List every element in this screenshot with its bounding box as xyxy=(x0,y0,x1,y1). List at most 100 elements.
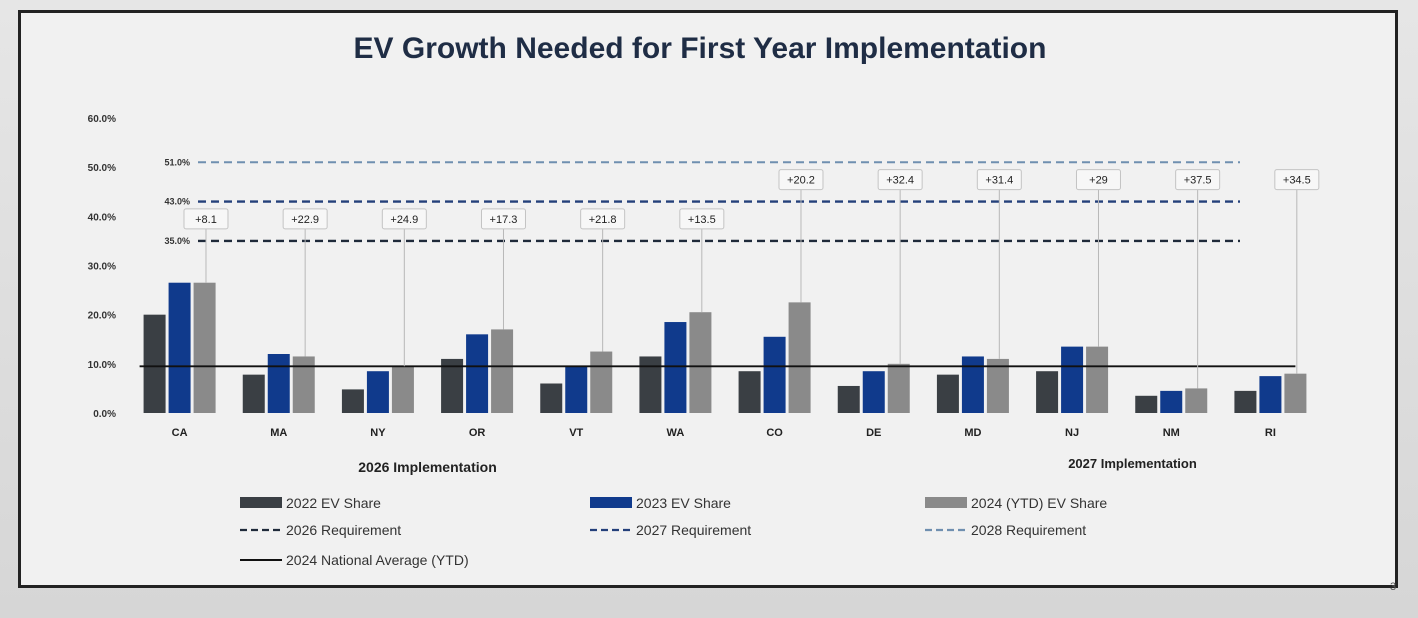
x-tick-label: CO xyxy=(766,427,783,439)
growth-needed-label: +17.3 xyxy=(490,214,518,226)
growth-needed-label: +8.1 xyxy=(195,214,217,226)
callout-box xyxy=(976,169,1022,191)
callout-box xyxy=(877,169,923,191)
x-tick-label: MD xyxy=(964,427,981,439)
y-tick-label: 0.0% xyxy=(93,409,116,420)
bar xyxy=(540,383,563,413)
bar xyxy=(242,374,265,413)
bar xyxy=(1259,376,1282,413)
bar xyxy=(1086,346,1109,413)
legend-label: 2028 Requirement xyxy=(971,522,1086,538)
growth-needed-label: +24.9 xyxy=(390,214,418,226)
callout-box xyxy=(282,208,328,230)
callout-box xyxy=(1274,169,1320,191)
bar-series xyxy=(143,282,1307,413)
bar xyxy=(1061,346,1084,413)
implementation-groups: 2026 Implementation 2027 Implementation xyxy=(358,456,1197,475)
bar xyxy=(1036,371,1059,413)
bar xyxy=(341,389,364,413)
chart-title: EV Growth Needed for First Year Implemen… xyxy=(354,32,1047,65)
growth-callouts: +8.1 +22.9 +24.9 +17.3 +21.8 +13.5 +20.2 +32.4 +… xyxy=(183,169,1320,389)
bar xyxy=(639,356,662,413)
growth-needed-label: +31.4 xyxy=(985,175,1013,187)
bar xyxy=(590,351,613,413)
callout-box xyxy=(1075,169,1121,191)
bar xyxy=(267,354,290,413)
group-label: 2027 Implementation xyxy=(1068,456,1197,471)
bar xyxy=(292,356,315,413)
page-number: 3 xyxy=(1390,581,1396,593)
bar xyxy=(986,358,1009,413)
y-tick-label: 60.0% xyxy=(88,114,116,125)
callout-box xyxy=(1175,169,1221,191)
requirement-value-label: 35.0% xyxy=(164,236,190,246)
bar xyxy=(168,282,191,413)
bar xyxy=(366,371,389,413)
group-label: 2026 Implementation xyxy=(358,459,497,475)
growth-needed-label: +21.8 xyxy=(589,214,617,226)
x-tick-label: NM xyxy=(1163,427,1180,439)
callout-box xyxy=(778,169,824,191)
growth-needed-label: +34.5 xyxy=(1283,175,1311,187)
y-tick-label: 30.0% xyxy=(88,262,116,273)
x-tick-label: WA xyxy=(667,427,685,439)
bar xyxy=(887,363,910,413)
x-tick-label: NY xyxy=(370,427,386,439)
legend-swatch xyxy=(590,497,632,508)
bar xyxy=(1234,390,1257,413)
bar xyxy=(143,314,166,413)
bar xyxy=(1185,388,1208,413)
callout-box xyxy=(381,208,427,230)
bar xyxy=(738,371,761,413)
bar xyxy=(1160,390,1183,413)
chart-slide xyxy=(18,10,1398,588)
y-tick-label: 50.0% xyxy=(88,163,116,174)
bar xyxy=(961,356,984,413)
callout-box xyxy=(480,208,526,230)
requirement-value-label: 43.0% xyxy=(164,197,190,207)
legend-label: 2024 National Average (YTD) xyxy=(286,552,469,568)
bar xyxy=(936,374,959,413)
bar xyxy=(466,334,489,413)
x-tick-label: DE xyxy=(866,427,881,439)
bar xyxy=(1284,373,1307,413)
x-axis: CA MA NY OR VT WA CO DE MD NJ NM RI xyxy=(172,427,1276,439)
bar xyxy=(788,302,811,413)
legend-label: 2022 EV Share xyxy=(286,495,381,511)
bar xyxy=(491,329,514,413)
growth-needed-label: +22.9 xyxy=(291,214,319,226)
x-tick-label: RI xyxy=(1265,427,1276,439)
bar xyxy=(441,358,464,413)
bar xyxy=(391,366,414,413)
bar xyxy=(862,371,885,413)
bar xyxy=(664,322,687,413)
bar xyxy=(565,366,588,413)
bar xyxy=(193,282,216,413)
requirement-value-label: 51.0% xyxy=(164,157,190,167)
callout-box xyxy=(183,208,229,230)
y-tick-label: 10.0% xyxy=(88,360,116,371)
growth-needed-label: +13.5 xyxy=(688,214,716,226)
legend-swatch xyxy=(925,497,967,508)
callout-box xyxy=(580,208,626,230)
legend: 2022 EV Share 2023 EV Share 2024 (YTD) EV … xyxy=(240,495,1107,568)
legend-label: 2027 Requirement xyxy=(636,522,751,538)
bar xyxy=(1135,395,1158,413)
growth-needed-label: +37.5 xyxy=(1184,175,1212,187)
bar xyxy=(837,385,860,413)
legend-label: 2026 Requirement xyxy=(286,522,401,538)
requirement-lines: 35.0% 43.0% 51.0% xyxy=(164,157,1240,246)
legend-swatch xyxy=(240,497,282,508)
x-tick-label: NJ xyxy=(1065,427,1079,439)
growth-needed-label: +32.4 xyxy=(886,175,914,187)
x-tick-label: VT xyxy=(569,427,583,439)
bar xyxy=(763,336,786,413)
callout-box xyxy=(679,208,725,230)
y-axis: 0.0% 10.0% 20.0% 30.0% 40.0% 50.0% 60.0% xyxy=(88,114,116,420)
x-tick-label: CA xyxy=(172,427,188,439)
growth-needed-label: +29 xyxy=(1089,175,1108,187)
growth-needed-label: +20.2 xyxy=(787,175,815,187)
y-tick-label: 40.0% xyxy=(88,212,116,223)
legend-label: 2024 (YTD) EV Share xyxy=(971,495,1107,511)
